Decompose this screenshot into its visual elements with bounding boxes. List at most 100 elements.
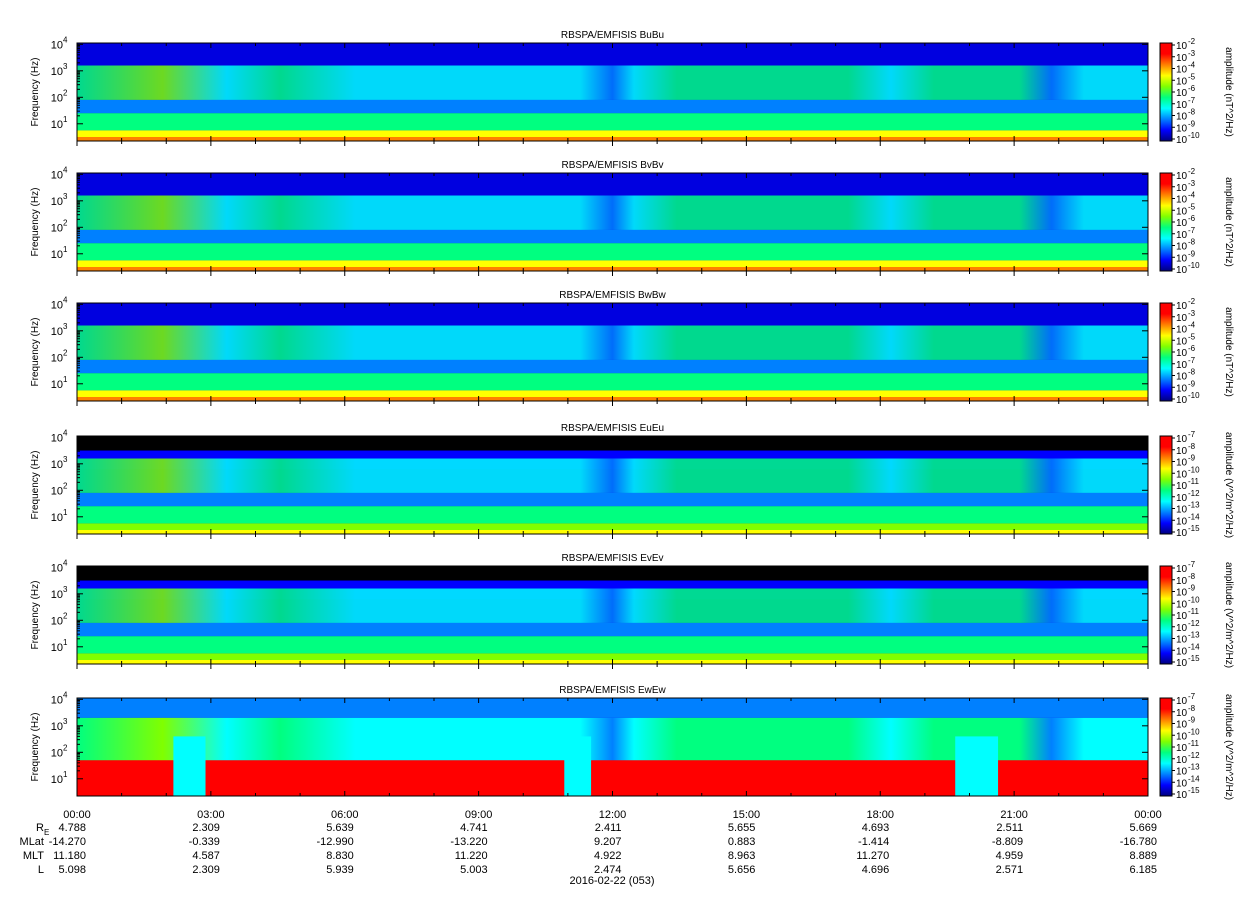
colorbar-tick-label: 10 <box>1176 88 1188 99</box>
ephemeris-value: 2.309 <box>192 822 220 834</box>
colorbar-tick-label: 10 <box>1176 206 1188 217</box>
colorbar-tick-exponent: -13 <box>1188 763 1200 772</box>
colorbar-tick-label: 10 <box>1176 743 1188 754</box>
ephemeris-value: 11.270 <box>856 850 889 862</box>
colorbar-tick-label: 10 <box>1176 395 1188 406</box>
ephemeris-value: 5.098 <box>58 864 86 876</box>
y-axis-label: Frequency (Hz) <box>30 713 41 782</box>
colorbar-tick-exponent: -8 <box>1188 108 1196 117</box>
y-tick-label: 10 <box>51 485 63 497</box>
colorbar-tick-exponent: -15 <box>1188 524 1200 533</box>
ephemeris-value: 8.963 <box>728 850 756 862</box>
colorbar-tick-label: 10 <box>1176 265 1188 276</box>
spectrogram-band-mid <box>77 65 1148 100</box>
colorbar-tick-label: 10 <box>1176 100 1188 111</box>
colorbar-label: amplitude (V^2/m^2/Hz) <box>1223 694 1234 800</box>
ephemeris-value: 11.220 <box>455 850 488 862</box>
colorbar-tick-exponent: -7 <box>1188 96 1196 105</box>
colorbar-label: amplitude (nT^2/Hz) <box>1223 177 1234 267</box>
colorbar-tick-exponent: -3 <box>1188 179 1196 188</box>
colorbar-tick-exponent: -13 <box>1188 501 1200 510</box>
colorbar-tick-exponent: -9 <box>1188 584 1196 593</box>
colorbar-tick-exponent: -4 <box>1188 61 1196 70</box>
ephemeris-value: 4.922 <box>594 850 622 862</box>
colorbar-tick-label: 10 <box>1176 493 1188 504</box>
y-tick-exponent: 1 <box>63 245 68 254</box>
y-tick-label: 10 <box>51 589 63 601</box>
time-axis: 00:00 03:00 06:00 09:00 12:00 15:00 18:00 21:00… <box>63 809 1162 821</box>
ephemeris-row-label: MLT <box>23 850 44 862</box>
colorbar-tick-label: 10 <box>1176 313 1188 324</box>
colorbar-tick-exponent: -9 <box>1188 454 1196 463</box>
spectrogram-band-mid <box>77 588 1148 623</box>
colorbar-tick-label: 10 <box>1176 505 1188 516</box>
colorbar-tick-exponent: -3 <box>1188 49 1196 58</box>
colorbar-label: amplitude (V^2/m^2/Hz) <box>1223 432 1234 538</box>
colorbar-tick-exponent: -11 <box>1188 477 1200 486</box>
ephemeris-value: 5.669 <box>1129 822 1157 834</box>
panel-title: RBSPA/EMFISIS BwBw <box>559 290 666 301</box>
colorbar-tick-label: 10 <box>1176 516 1188 527</box>
time-tick-label: 00:00 <box>1134 809 1162 821</box>
y-tick-label: 10 <box>51 432 63 444</box>
colorbar-tick-exponent: -5 <box>1188 72 1196 81</box>
spectrogram-band-mid2 <box>77 359 1148 374</box>
y-tick-label: 10 <box>51 694 63 706</box>
y-axis-label: Frequency (Hz) <box>30 581 41 650</box>
ephemeris-value: 5.003 <box>460 864 488 876</box>
y-tick-label: 10 <box>51 615 63 627</box>
colorbar-tick-label: 10 <box>1176 123 1188 134</box>
colorbar-tick-exponent: -7 <box>1188 692 1196 701</box>
spectrogram-band-mid2 <box>77 99 1148 114</box>
colorbar-tick-label: 10 <box>1176 41 1188 52</box>
colorbar-tick-exponent: -8 <box>1188 238 1196 247</box>
colorbar-tick-label: 10 <box>1176 195 1188 206</box>
colorbar-tick-label: 10 <box>1176 611 1188 622</box>
colorbar-tick-label: 10 <box>1176 720 1188 731</box>
y-axis-label: Frequency (Hz) <box>30 318 41 387</box>
spectrogram-band-floor <box>77 653 1148 664</box>
time-tick-label: 18:00 <box>866 809 894 821</box>
ephemeris-value: 0.883 <box>728 836 756 848</box>
y-tick-exponent: 3 <box>63 192 68 201</box>
colorbar-tick-exponent: -14 <box>1188 512 1200 521</box>
ephemeris-value: 2.474 <box>594 864 622 876</box>
ephemeris-value: 11.180 <box>53 850 86 862</box>
colorbar-tick-label: 10 <box>1176 434 1188 445</box>
colorbar-tick-label: 10 <box>1176 790 1188 801</box>
panel-title: RBSPA/EMFISIS EwEw <box>559 685 666 696</box>
y-tick-exponent: 2 <box>63 611 68 620</box>
panel-title: RBSPA/EMFISIS BvBv <box>561 160 663 171</box>
colorbar-tick-exponent: -8 <box>1188 704 1196 713</box>
ephemeris-value: 6.185 <box>1129 864 1157 876</box>
ephemeris-value: 2.571 <box>996 864 1024 876</box>
colorbar-tick-label: 10 <box>1176 755 1188 766</box>
colorbar-tick-exponent: -4 <box>1188 321 1196 330</box>
y-tick-label: 10 <box>51 352 63 364</box>
colorbar-tick-label: 10 <box>1176 135 1188 146</box>
y-tick-label: 10 <box>51 721 63 733</box>
colorbar-tick-label: 10 <box>1176 767 1188 778</box>
spectrogram-band-mid2 <box>77 492 1148 507</box>
colorbar-tick-label: 10 <box>1176 53 1188 64</box>
y-tick-exponent: 3 <box>63 717 68 726</box>
panel-title: RBSPA/EMFISIS BuBu <box>561 30 664 41</box>
colorbar-tick-label: 10 <box>1176 564 1188 575</box>
colorbar <box>1159 42 1173 142</box>
y-tick-exponent: 1 <box>63 638 68 647</box>
ephemeris-value: -0.339 <box>189 836 220 848</box>
colorbar-tick-exponent: -9 <box>1188 716 1196 725</box>
y-tick-exponent: 4 <box>63 558 68 567</box>
colorbar-tick-exponent: -10 <box>1188 727 1200 736</box>
y-tick-label: 10 <box>51 459 63 471</box>
colorbar-tick-label: 10 <box>1176 171 1188 182</box>
y-axis-label: Frequency (Hz) <box>30 188 41 257</box>
ephemeris-value: 4.693 <box>862 822 890 834</box>
colorbar-tick-exponent: -10 <box>1188 595 1200 604</box>
spectrogram-band-mid2 <box>77 229 1148 244</box>
colorbar <box>1159 697 1173 797</box>
spectrogram-band-floor <box>77 390 1148 401</box>
colorbar-label: amplitude (nT^2/Hz) <box>1223 307 1234 397</box>
ephemeris-value: 8.830 <box>326 850 354 862</box>
